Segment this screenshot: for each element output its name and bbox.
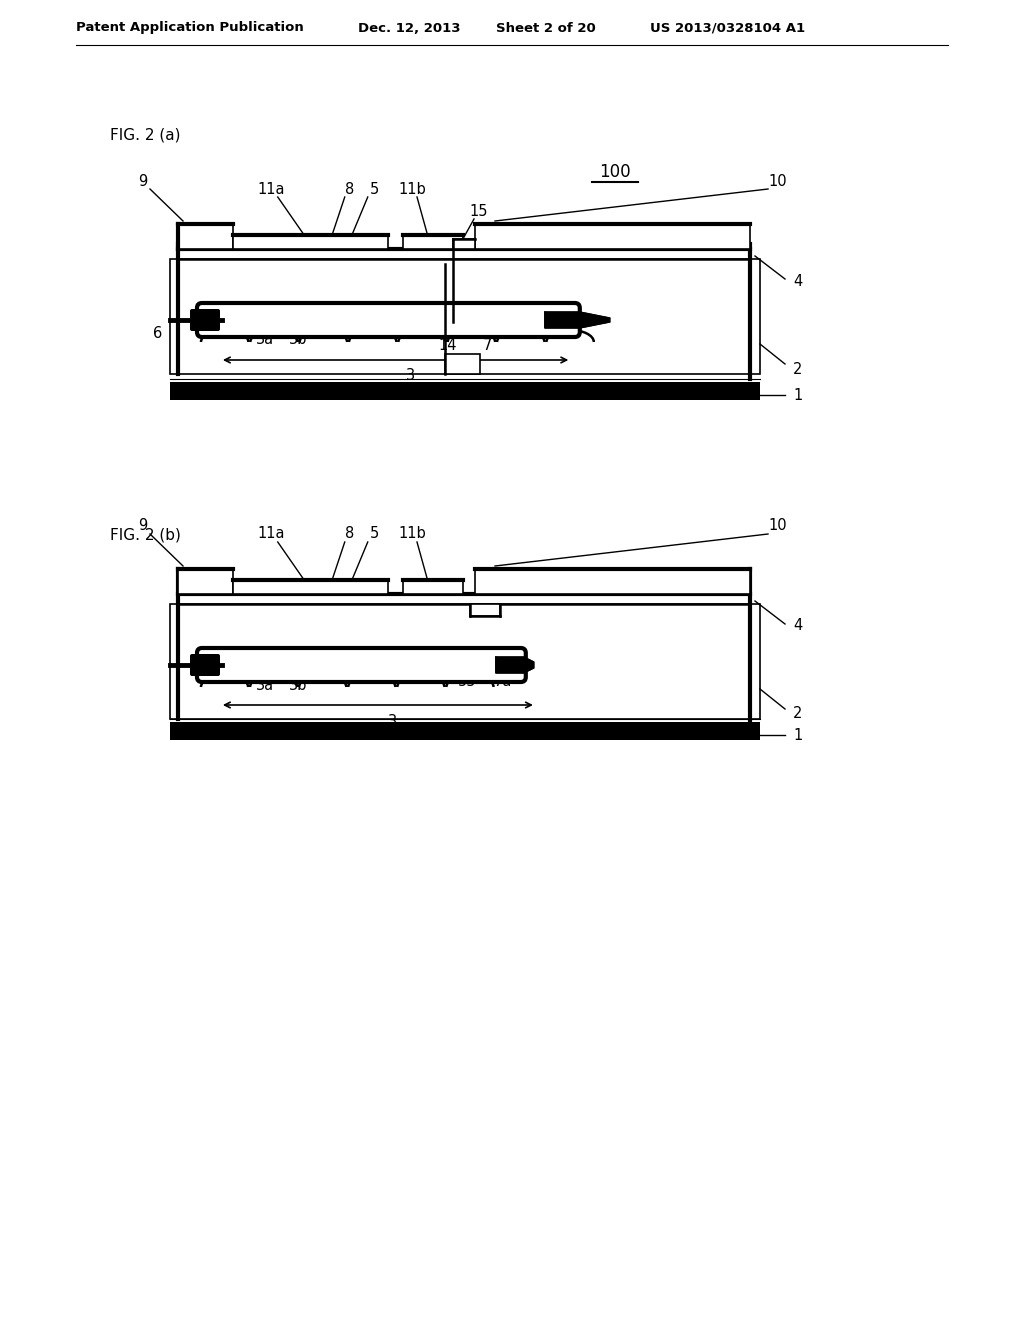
Text: 15: 15	[470, 203, 488, 219]
Text: 4: 4	[794, 619, 803, 634]
Text: 3a: 3a	[256, 333, 274, 347]
Text: 2: 2	[794, 362, 803, 376]
Text: 9: 9	[138, 173, 147, 189]
Text: 1: 1	[794, 388, 803, 403]
Bar	[178, 594, 750, 605]
Bar	[475, 224, 750, 249]
Text: 11a: 11a	[257, 181, 285, 197]
Bar	[170, 381, 760, 400]
Text: 11a: 11a	[257, 527, 285, 541]
Text: 2: 2	[794, 706, 803, 722]
Text: 8: 8	[345, 527, 354, 541]
FancyBboxPatch shape	[190, 309, 220, 331]
Text: 7: 7	[482, 338, 492, 354]
Bar	[445, 354, 480, 374]
Text: US 2013/0328104 A1: US 2013/0328104 A1	[650, 21, 805, 34]
Text: 3: 3	[407, 368, 415, 384]
Bar	[470, 605, 500, 616]
Text: FIG. 2 (b): FIG. 2 (b)	[110, 528, 181, 543]
Text: FIG. 2 (a): FIG. 2 (a)	[110, 128, 180, 143]
Text: 5: 5	[370, 527, 379, 541]
Text: 7a: 7a	[494, 675, 512, 689]
Bar	[170, 259, 760, 374]
Bar	[475, 569, 750, 594]
Text: 1: 1	[794, 727, 803, 742]
Text: 11b: 11b	[398, 181, 426, 197]
FancyBboxPatch shape	[197, 648, 525, 682]
Text: 100: 100	[599, 162, 631, 181]
Polygon shape	[545, 312, 610, 327]
Bar	[233, 579, 388, 594]
Bar	[233, 235, 388, 249]
Text: 8: 8	[345, 181, 354, 197]
Text: 11b: 11b	[398, 527, 426, 541]
Text: 3a: 3a	[256, 677, 274, 693]
Polygon shape	[496, 657, 534, 673]
Bar	[453, 239, 475, 249]
Bar	[178, 224, 233, 249]
Text: 3: 3	[388, 714, 397, 729]
Text: 3b: 3b	[289, 677, 307, 693]
Bar	[403, 235, 463, 249]
FancyBboxPatch shape	[197, 304, 580, 337]
Text: 14: 14	[438, 338, 458, 354]
Text: 5: 5	[370, 181, 379, 197]
Text: 10: 10	[769, 173, 787, 189]
Text: 55: 55	[458, 675, 476, 689]
Text: Sheet 2 of 20: Sheet 2 of 20	[496, 21, 596, 34]
Text: Patent Application Publication: Patent Application Publication	[76, 21, 304, 34]
Bar	[170, 605, 760, 719]
Bar	[178, 569, 233, 594]
Bar	[403, 579, 463, 594]
Bar	[178, 249, 750, 259]
Text: 9: 9	[138, 519, 147, 533]
Text: Dec. 12, 2013: Dec. 12, 2013	[358, 21, 461, 34]
Text: 3b: 3b	[289, 333, 307, 347]
FancyBboxPatch shape	[190, 653, 220, 676]
Text: 6: 6	[153, 326, 162, 342]
Text: 10: 10	[769, 519, 787, 533]
Text: 4: 4	[794, 273, 803, 289]
Bar	[170, 722, 760, 741]
